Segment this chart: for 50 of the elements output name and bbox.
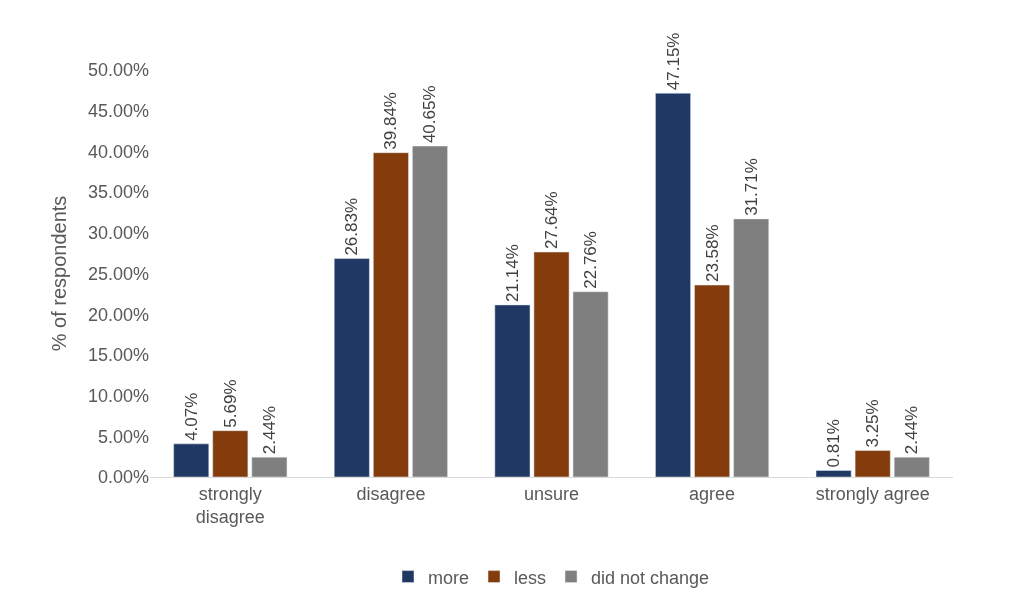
x-tick-label: unsure xyxy=(523,483,580,504)
y-tick-label: 10.00% xyxy=(87,385,149,406)
data-label: 3.25% xyxy=(863,399,883,448)
data-label: 2.44% xyxy=(902,405,922,455)
bar xyxy=(893,456,930,477)
y-tick-label: 5.00% xyxy=(97,426,149,447)
legend-label: more xyxy=(428,567,470,588)
bar xyxy=(854,450,891,477)
data-label: 22.76% xyxy=(581,231,601,289)
data-label: 26.83% xyxy=(342,197,362,256)
y-axis-title: % of respondents xyxy=(48,195,71,352)
x-tick-label: disagree xyxy=(356,483,426,504)
data-label: 23.58% xyxy=(702,224,722,283)
x-tick-label: agree xyxy=(689,483,736,504)
y-tick-label: 45.00% xyxy=(87,101,149,121)
bar xyxy=(412,145,448,477)
bar xyxy=(373,152,409,477)
y-tick-label: 50.00% xyxy=(87,60,149,81)
data-label: 39.84% xyxy=(381,92,401,150)
bar xyxy=(572,291,609,477)
bar xyxy=(333,258,370,477)
data-label: 31.71% xyxy=(741,158,761,216)
bar xyxy=(212,430,249,477)
data-label: 21.14% xyxy=(502,244,522,302)
y-tick-label: 0.00% xyxy=(97,467,149,488)
bar xyxy=(694,284,730,477)
x-tick-label: strongly agree xyxy=(815,483,930,504)
bar xyxy=(733,218,770,477)
y-tick-label: 35.00% xyxy=(87,182,149,203)
bar xyxy=(815,470,852,477)
y-tick-label: 30.00% xyxy=(87,223,149,244)
x-tick-label: strongly disagree xyxy=(195,483,265,527)
y-tick-label: 15.00% xyxy=(87,345,149,366)
legend-label: did not change xyxy=(591,567,710,588)
bar xyxy=(173,443,210,477)
y-tick-label: 20.00% xyxy=(87,304,149,325)
data-label: 40.65% xyxy=(420,85,440,144)
legend-label: less xyxy=(514,567,547,588)
bar xyxy=(655,92,691,477)
data-label: 47.15% xyxy=(663,32,683,91)
y-tick-label: 40.00% xyxy=(87,141,149,162)
data-label: 27.64% xyxy=(542,191,561,250)
data-label: 5.69% xyxy=(220,379,240,428)
bar xyxy=(494,304,531,477)
bar xyxy=(533,251,570,477)
data-label: 4.07% xyxy=(181,392,201,441)
data-label: 2.44% xyxy=(259,405,279,455)
data-label: 0.81% xyxy=(824,419,844,468)
bar xyxy=(251,456,288,477)
y-tick-label: 25.00% xyxy=(87,263,149,284)
